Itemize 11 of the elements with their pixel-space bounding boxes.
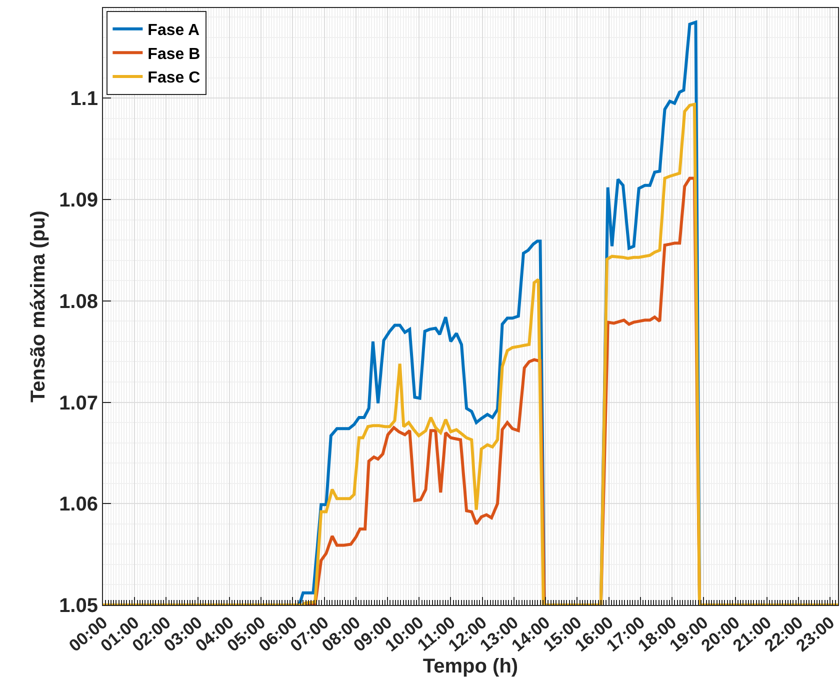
y-tick-label: 1.08 bbox=[59, 290, 98, 313]
y-tick-label: 1.1 bbox=[70, 88, 98, 110]
x-axis-title: Tempo (h) bbox=[422, 655, 518, 678]
y-tick-label: 1.07 bbox=[59, 392, 98, 414]
legend-label: Fase C bbox=[148, 70, 201, 87]
y-tick-label: 1.05 bbox=[59, 595, 98, 617]
legend-label: Fase A bbox=[148, 22, 200, 40]
legend-label: Fase B bbox=[148, 46, 200, 63]
y-tick-label: 1.09 bbox=[59, 190, 98, 212]
y-axis-title: Tensão máxima (pu) bbox=[28, 210, 50, 402]
y-tick-label: 1.06 bbox=[59, 494, 98, 516]
